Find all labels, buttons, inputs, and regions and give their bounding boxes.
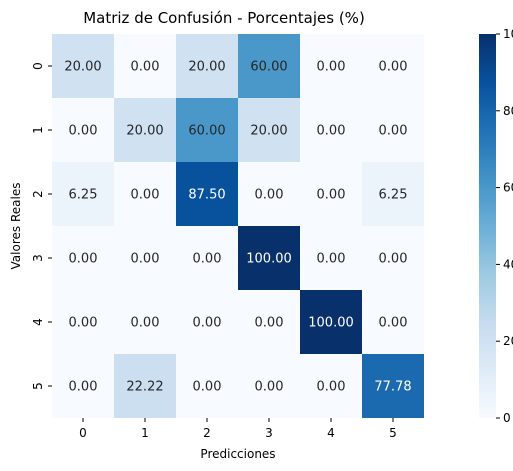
- heatmap-cell: [114, 290, 176, 354]
- cell-value-label: 77.78: [374, 380, 411, 395]
- colorbar-tick-label: 100: [503, 27, 513, 41]
- colorbar: [479, 34, 496, 418]
- cell-value-label: 0.00: [69, 316, 98, 331]
- cell-value-label: 100.00: [308, 316, 354, 331]
- heatmap-cell: [362, 354, 424, 418]
- x-tick-label: 1: [141, 426, 149, 440]
- heatmap-cell: [52, 98, 114, 162]
- heatmap-cell: [362, 98, 424, 162]
- heatmap-cell: [176, 98, 238, 162]
- heatmap-cell: [300, 98, 362, 162]
- heatmap-cell: [362, 290, 424, 354]
- heatmap-cell: [300, 226, 362, 290]
- cell-value-label: 0.00: [193, 252, 222, 267]
- y-tick-label: 5: [31, 382, 45, 390]
- cell-value-label: 6.25: [69, 188, 98, 203]
- heatmap-cell: [362, 226, 424, 290]
- cell-value-label: 0.00: [131, 316, 160, 331]
- y-tick-label: 1: [31, 126, 45, 134]
- x-tick-label: 3: [265, 426, 273, 440]
- cell-value-label: 0.00: [317, 60, 346, 75]
- cell-value-label: 0.00: [255, 380, 284, 395]
- colorbar-tick-label: 60: [503, 181, 513, 195]
- cell-value-label: 0.00: [131, 188, 160, 203]
- cell-value-label: 87.50: [188, 188, 225, 203]
- cell-value-label: 22.22: [126, 380, 163, 395]
- heatmap-cell: [238, 226, 300, 290]
- heatmap-cells: 20.00 0.00 20.00 60.00 0.00 0.00 0.00 20.00 60.0…: [52, 34, 424, 418]
- cell-value-label: 0.00: [255, 188, 284, 203]
- heatmap-cell: [114, 98, 176, 162]
- cell-value-label: 0.00: [69, 252, 98, 267]
- heatmap-cell: [52, 34, 114, 98]
- cell-value-label: 100.00: [246, 252, 292, 267]
- y-axis-label: Valores Reales: [9, 183, 23, 270]
- heatmap-cell: [52, 290, 114, 354]
- cell-value-label: 0.00: [255, 316, 284, 331]
- x-axis-ticks: 0 1 2 3 4 5: [79, 418, 397, 440]
- cell-value-label: 0.00: [379, 252, 408, 267]
- colorbar-tick-label: 20: [503, 334, 513, 348]
- heatmap-cell: [176, 354, 238, 418]
- colorbar-ticks: 0 20 40 60 80 100: [496, 27, 513, 425]
- cell-value-label: 0.00: [317, 124, 346, 139]
- cell-value-label: 20.00: [64, 60, 101, 75]
- heatmap-cell: [238, 162, 300, 226]
- heatmap-cell: [52, 162, 114, 226]
- heatmap-cell: [238, 290, 300, 354]
- cell-value-label: 0.00: [193, 380, 222, 395]
- cell-value-label: 60.00: [250, 60, 287, 75]
- heatmap-cell: [362, 162, 424, 226]
- y-tick-label: 3: [31, 254, 45, 262]
- heatmap-cell: [176, 290, 238, 354]
- x-tick-label: 2: [203, 426, 211, 440]
- cell-value-label: 0.00: [69, 380, 98, 395]
- heatmap-cell: [300, 354, 362, 418]
- heatmap-cell: [176, 34, 238, 98]
- cell-value-label: 20.00: [126, 124, 163, 139]
- cell-value-label: 0.00: [131, 252, 160, 267]
- cell-value-label: 20.00: [250, 124, 287, 139]
- heatmap-cell: [52, 354, 114, 418]
- chart-title: Matriz de Confusión - Porcentajes (%): [83, 9, 365, 27]
- cell-value-label: 60.00: [188, 124, 225, 139]
- cell-value-label: 0.00: [131, 60, 160, 75]
- heatmap-cell: [114, 354, 176, 418]
- heatmap-cell: [300, 34, 362, 98]
- heatmap-cell: [362, 34, 424, 98]
- heatmap-cell: [238, 34, 300, 98]
- heatmap-cell: [114, 226, 176, 290]
- heatmap-cell: [176, 226, 238, 290]
- cell-value-label: 0.00: [317, 252, 346, 267]
- heatmap-cell: [300, 162, 362, 226]
- colorbar-tick-label: 40: [503, 257, 513, 271]
- heatmap-cell: [238, 354, 300, 418]
- cell-value-label: 6.25: [379, 188, 408, 203]
- y-tick-label: 0: [31, 62, 45, 70]
- x-axis-label: Predicciones: [200, 447, 275, 461]
- heatmap-cell: [114, 162, 176, 226]
- x-tick-label: 0: [79, 426, 87, 440]
- heatmap-cell: [176, 162, 238, 226]
- cell-value-label: 0.00: [379, 316, 408, 331]
- cell-value-label: 0.00: [317, 380, 346, 395]
- cell-value-label: 0.00: [379, 60, 408, 75]
- cell-value-label: 0.00: [379, 124, 408, 139]
- cell-value-label: 0.00: [69, 124, 98, 139]
- cell-value-label: 0.00: [193, 316, 222, 331]
- colorbar-tick-label: 80: [503, 104, 513, 118]
- y-tick-label: 4: [31, 318, 45, 326]
- cell-value-label: 0.00: [317, 188, 346, 203]
- y-tick-label: 2: [31, 190, 45, 198]
- heatmap-cell: [238, 98, 300, 162]
- colorbar-tick-label: 0: [503, 411, 511, 425]
- x-tick-label: 5: [389, 426, 397, 440]
- heatmap-cell: [300, 290, 362, 354]
- heatmap-cell: [52, 226, 114, 290]
- cell-value-label: 20.00: [188, 60, 225, 75]
- x-tick-label: 4: [327, 426, 335, 440]
- heatmap-cell: [114, 34, 176, 98]
- y-axis-ticks: 0 1 2 3 4 5: [31, 62, 52, 390]
